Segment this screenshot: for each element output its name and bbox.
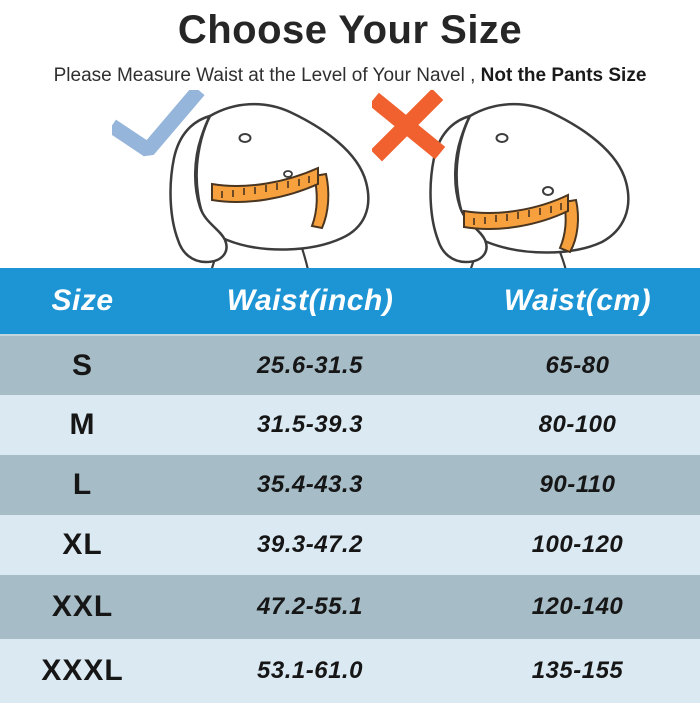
- check-icon: [112, 90, 205, 157]
- size-cell: XL: [62, 528, 103, 561]
- waist-inch-cell: 53.1-61.0: [257, 657, 363, 684]
- waist-inch-cell: 39.3-47.2: [257, 531, 363, 558]
- subtitle-regular-text: Please Measure Waist at the Level of You…: [53, 65, 476, 86]
- wrong-measurement-illustration: [372, 90, 660, 268]
- wrong-measurement-drawing: [372, 90, 630, 268]
- table-row: S 25.6-31.5 65-80: [0, 335, 700, 395]
- table-row: XL 39.3-47.2 100-120: [0, 515, 700, 575]
- column-header-size: Size: [0, 268, 165, 336]
- x-icon: [372, 90, 446, 162]
- size-table: Size Waist(inch) Waist(cm) S 25.6-31.5 6…: [0, 268, 700, 703]
- page-title: Choose Your Size: [177, 8, 523, 52]
- subtitle: Please Measure Waist at the Level of You…: [0, 65, 700, 87]
- subtitle-bold-text: Not the Pants Size: [480, 65, 647, 86]
- size-cell: XXXL: [41, 654, 124, 687]
- measuring-tape-icon: [463, 193, 579, 254]
- measuring-tape-icon: [211, 166, 330, 230]
- table-header-row: Size Waist(inch) Waist(cm): [0, 268, 700, 336]
- size-cell: XXL: [51, 590, 114, 623]
- correct-measurement-drawing: [112, 90, 370, 268]
- size-cell: S: [71, 348, 93, 382]
- table-row: XXXL 53.1-61.0 135-155: [0, 639, 700, 703]
- column-header-waist-inch: Waist(inch): [165, 268, 455, 336]
- size-cell: M: [69, 408, 96, 441]
- waist-inch-cell: 47.2-55.1: [257, 593, 363, 620]
- table-row: XXL 47.2-55.1 120-140: [0, 575, 700, 639]
- waist-cm-cell: 80-100: [538, 411, 617, 438]
- waist-cm-cell: 100-120: [531, 531, 624, 558]
- waist-inch-cell: 25.6-31.5: [257, 351, 363, 379]
- waist-cm-cell: 65-80: [545, 351, 610, 379]
- waist-cm-cell: 135-155: [531, 657, 624, 684]
- measurement-illustrations: [0, 90, 700, 268]
- size-cell: L: [72, 468, 93, 501]
- body-illustration: [429, 102, 630, 268]
- waist-inch-cell: 35.4-43.3: [257, 471, 363, 498]
- waist-cm-cell: 90-110: [539, 471, 616, 498]
- column-header-waist-cm: Waist(cm): [455, 268, 700, 336]
- table-row: M 31.5-39.3 80-100: [0, 395, 700, 455]
- waist-cm-cell: 120-140: [531, 593, 624, 620]
- table-row: L 35.4-43.3 90-110: [0, 455, 700, 515]
- correct-measurement-illustration: [112, 90, 400, 268]
- waist-inch-cell: 31.5-39.3: [257, 411, 363, 438]
